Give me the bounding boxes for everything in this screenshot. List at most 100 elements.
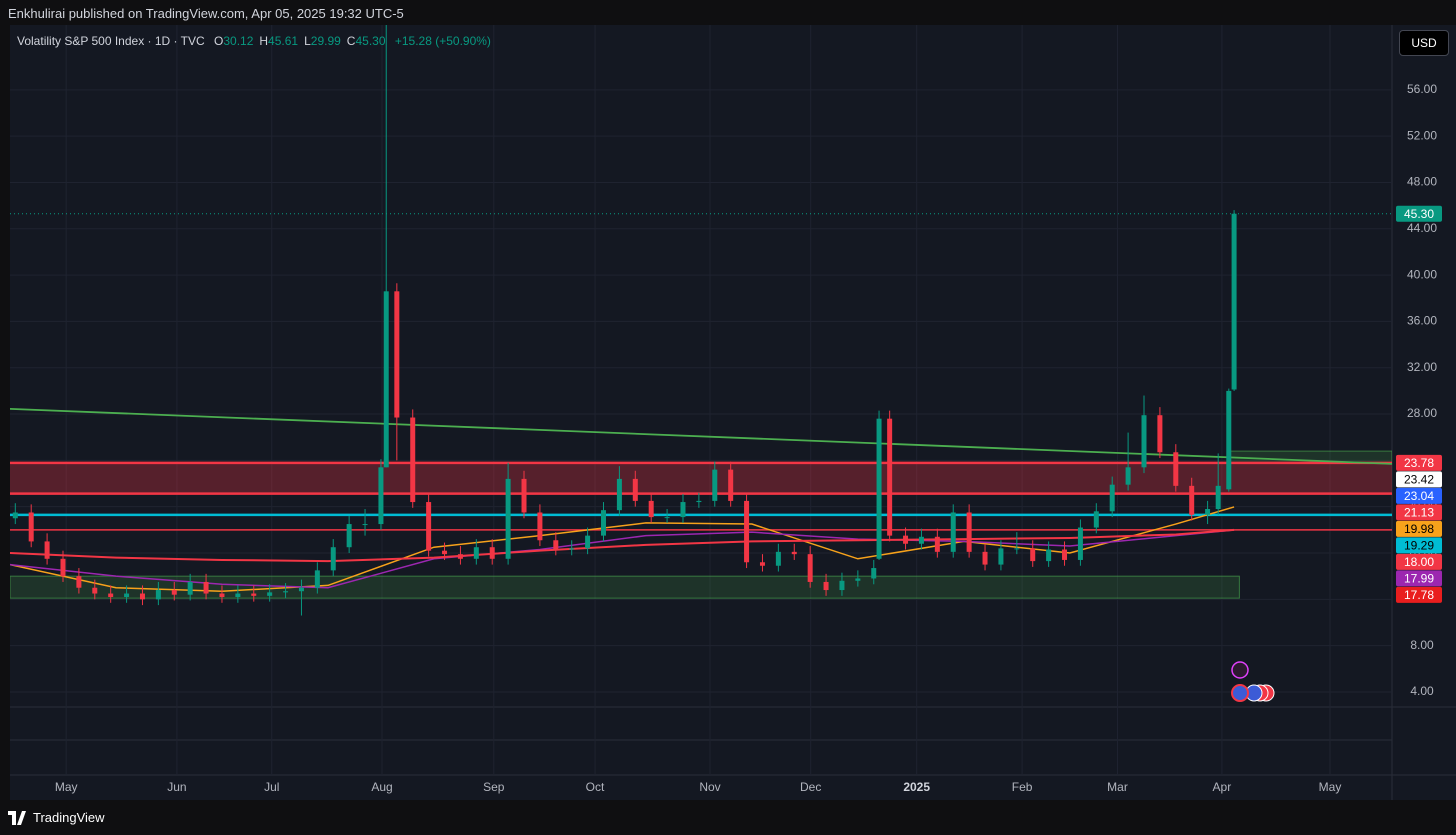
candle-body bbox=[489, 547, 495, 559]
candle-body bbox=[473, 547, 479, 559]
candle-body bbox=[187, 581, 193, 595]
candle-body bbox=[346, 524, 352, 548]
candle-body bbox=[1062, 549, 1068, 560]
candle-body bbox=[362, 524, 368, 526]
ohlc-value: 30.12 bbox=[223, 34, 254, 48]
candle-body bbox=[759, 562, 765, 566]
candle-body bbox=[426, 502, 432, 551]
price-label-bg bbox=[1396, 205, 1442, 222]
candle-body bbox=[108, 593, 114, 597]
brand: TradingView bbox=[33, 810, 105, 825]
x-tick-label: Sep bbox=[483, 780, 505, 794]
y-tick-label: 8.00 bbox=[1410, 638, 1434, 652]
ohlc-key: O bbox=[214, 34, 224, 48]
publish-header: Enkhulirai published on TradingView.com,… bbox=[8, 6, 404, 21]
candle-body bbox=[1014, 548, 1020, 550]
candle-body bbox=[887, 418, 893, 536]
candle-body bbox=[203, 581, 209, 594]
brand-logo bbox=[8, 811, 26, 825]
ohlc: O30.12 H45.61 L29.99 C45.30 bbox=[208, 34, 386, 48]
x-tick-label: May bbox=[1319, 780, 1342, 794]
candle-body bbox=[855, 578, 861, 581]
candle-body bbox=[1205, 509, 1211, 515]
price-label-bg bbox=[1396, 553, 1442, 570]
event-icon bbox=[1231, 684, 1249, 702]
symbol-legend: Volatility S&P 500 Index · 1D · TVC O30.… bbox=[17, 34, 491, 48]
ohlc-value: 29.99 bbox=[310, 34, 341, 48]
price-label: 21.13 bbox=[1404, 506, 1434, 520]
x-tick-label: Nov bbox=[699, 780, 720, 794]
candle-body bbox=[1077, 527, 1083, 560]
candle-body bbox=[791, 551, 797, 555]
candle-body bbox=[521, 478, 527, 513]
candle-body bbox=[871, 568, 877, 579]
candle-body bbox=[283, 591, 289, 593]
candle-body bbox=[950, 512, 956, 552]
currency-button[interactable]: USD bbox=[1399, 30, 1449, 56]
price-label-bg bbox=[1396, 454, 1442, 471]
candle-body bbox=[585, 535, 591, 549]
candle-body bbox=[1189, 485, 1195, 515]
candle-body bbox=[1125, 467, 1131, 485]
candle-body bbox=[394, 291, 400, 418]
x-tick-label: Feb bbox=[1012, 780, 1033, 794]
candle-body bbox=[966, 512, 972, 552]
price-label-bg bbox=[1396, 504, 1442, 521]
y-tick-label: 36.00 bbox=[1407, 314, 1437, 328]
grid bbox=[10, 25, 1392, 775]
candle-body bbox=[1215, 485, 1221, 509]
candle-body bbox=[457, 554, 463, 559]
candle-body bbox=[1030, 548, 1036, 562]
candle-body bbox=[92, 587, 98, 594]
plot-area bbox=[10, 25, 1392, 616]
price-label: 17.99 bbox=[1404, 572, 1434, 586]
candle-body bbox=[648, 500, 654, 518]
candle-body bbox=[728, 469, 734, 501]
candle-body bbox=[1173, 452, 1179, 486]
price-label-bg bbox=[1396, 471, 1442, 488]
price-label: 19.29 bbox=[1404, 539, 1434, 553]
candle-body bbox=[934, 536, 940, 552]
trend-line bbox=[10, 407, 1392, 465]
x-tick-label: Jul bbox=[264, 780, 279, 794]
candle-body bbox=[600, 510, 606, 536]
candle-body bbox=[44, 541, 50, 559]
candle-body bbox=[378, 467, 384, 525]
candle-body bbox=[171, 590, 177, 595]
candle-body bbox=[537, 512, 543, 541]
x-tick-label: Aug bbox=[371, 780, 392, 794]
x-tick-label: 2025 bbox=[903, 780, 930, 794]
candle-body bbox=[1109, 484, 1115, 512]
event-icons bbox=[1231, 661, 1275, 702]
chart-background bbox=[10, 25, 1456, 800]
y-tick-label: 48.00 bbox=[1407, 175, 1437, 189]
y-tick-label: 28.00 bbox=[1407, 406, 1437, 420]
zone-band bbox=[10, 462, 1392, 494]
zone-box bbox=[10, 575, 1240, 599]
x-tick-label: May bbox=[55, 780, 78, 794]
candle-body bbox=[219, 593, 225, 597]
candle-body bbox=[60, 558, 66, 577]
candle-body bbox=[903, 535, 909, 544]
moving-average bbox=[10, 529, 1235, 589]
ohlc-value: 45.30 bbox=[355, 34, 386, 48]
y-tick-label: 40.00 bbox=[1407, 267, 1437, 281]
y-tick-label: 52.00 bbox=[1407, 128, 1437, 142]
x-tick-label: Oct bbox=[586, 780, 605, 794]
price-label-bg bbox=[1396, 586, 1442, 603]
candle-body bbox=[775, 551, 781, 566]
ohlc-key: C bbox=[346, 34, 356, 48]
symbol-name: Volatility S&P 500 Index · 1D · TVC bbox=[17, 34, 205, 48]
price-label-bg bbox=[1396, 520, 1442, 537]
price-label-bg bbox=[1396, 487, 1442, 504]
candle-body bbox=[298, 587, 304, 592]
ohlc-key: H bbox=[259, 34, 269, 48]
candle-body bbox=[12, 512, 18, 519]
candle-body bbox=[1141, 415, 1147, 468]
x-tick-label: Apr bbox=[1213, 780, 1232, 794]
candle-body bbox=[28, 512, 34, 542]
candle-body bbox=[1226, 390, 1232, 490]
candle-body bbox=[76, 576, 82, 588]
ohlc-key: L bbox=[304, 34, 311, 48]
